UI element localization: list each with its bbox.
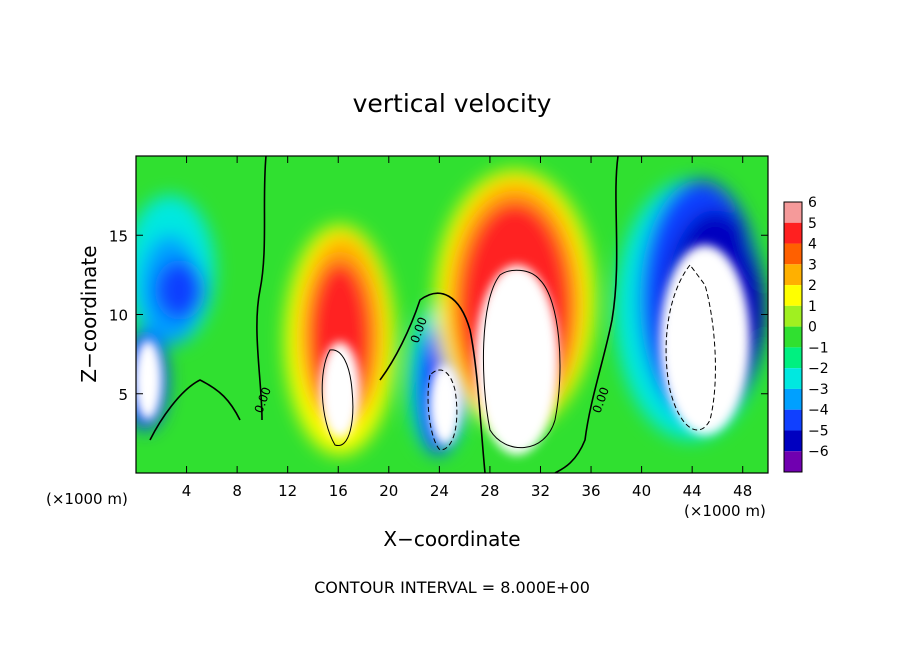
velocity-field: 0.00 0.00 0.00	[136, 156, 768, 473]
colorbar-label: 2	[808, 278, 817, 294]
colorbar-label: −6	[808, 444, 829, 460]
x-tick-label: 28	[480, 482, 499, 500]
colorbar-swatch	[784, 243, 802, 265]
colorbar-swatch	[784, 305, 802, 327]
colorbar-swatch	[784, 326, 802, 348]
colorbar-swatch	[784, 388, 802, 410]
colorbar-swatch	[784, 451, 802, 472]
colorbar-swatch	[784, 285, 802, 306]
colorbar-swatch	[784, 264, 802, 286]
colorbar-label: −5	[808, 423, 829, 439]
colorbar-swatch	[784, 347, 802, 369]
colorbar: 6 5 4 3 2 1 0 −1 −2 −3 −4 −5 −6	[783, 195, 829, 473]
x-tick-label: 16	[329, 482, 348, 500]
colorbar-label: −4	[808, 403, 829, 419]
colorbar-swatch	[784, 430, 802, 452]
y-axis-label: Z−coordinate	[77, 245, 101, 382]
positive-contours	[321, 269, 561, 449]
x-tick-label: 36	[581, 482, 600, 500]
colorbar-swatch	[784, 222, 802, 244]
zero-contours	[149, 156, 619, 473]
contour-interval-note: CONTOUR INTERVAL = 8.000E+00	[314, 578, 590, 597]
x-tick-label: 20	[379, 482, 398, 500]
colorbar-label: 3	[808, 257, 817, 273]
x-tick-label: 8	[232, 482, 242, 500]
x-tick-label: 44	[683, 482, 702, 500]
colorbar-label: 0	[808, 320, 817, 336]
y-tick-label: 10	[109, 307, 128, 325]
x-axis-label: X−coordinate	[383, 527, 520, 551]
colorbar-label: −1	[808, 340, 829, 356]
negative-contours	[427, 264, 716, 451]
x-tick-label: 12	[278, 482, 297, 500]
colorbar-swatch	[784, 368, 802, 389]
y-tick-label: 15	[109, 227, 128, 245]
x-tick-label: 4	[182, 482, 192, 500]
colorbar-swatch	[784, 202, 802, 223]
x-tick-label: 40	[632, 482, 651, 500]
y-tick-label: 5	[118, 386, 128, 404]
x-unit-label-right: (×1000 m)	[684, 502, 766, 520]
colorbar-swatch	[784, 409, 802, 431]
colorbar-label: 1	[808, 299, 817, 315]
colorbar-label: −2	[808, 361, 829, 377]
x-tick-label: 32	[531, 482, 550, 500]
colorbar-label: 5	[808, 216, 817, 232]
colorbar-label: −3	[808, 382, 829, 398]
colorbar-label: 4	[808, 237, 817, 253]
colorbar-frame	[783, 201, 803, 473]
x-tick-label: 48	[733, 482, 752, 500]
chart-title: vertical velocity	[353, 89, 552, 118]
x-unit-label-left: (×1000 m)	[46, 490, 128, 508]
colorbar-label: 6	[808, 195, 817, 211]
x-tick-label: 24	[430, 482, 449, 500]
